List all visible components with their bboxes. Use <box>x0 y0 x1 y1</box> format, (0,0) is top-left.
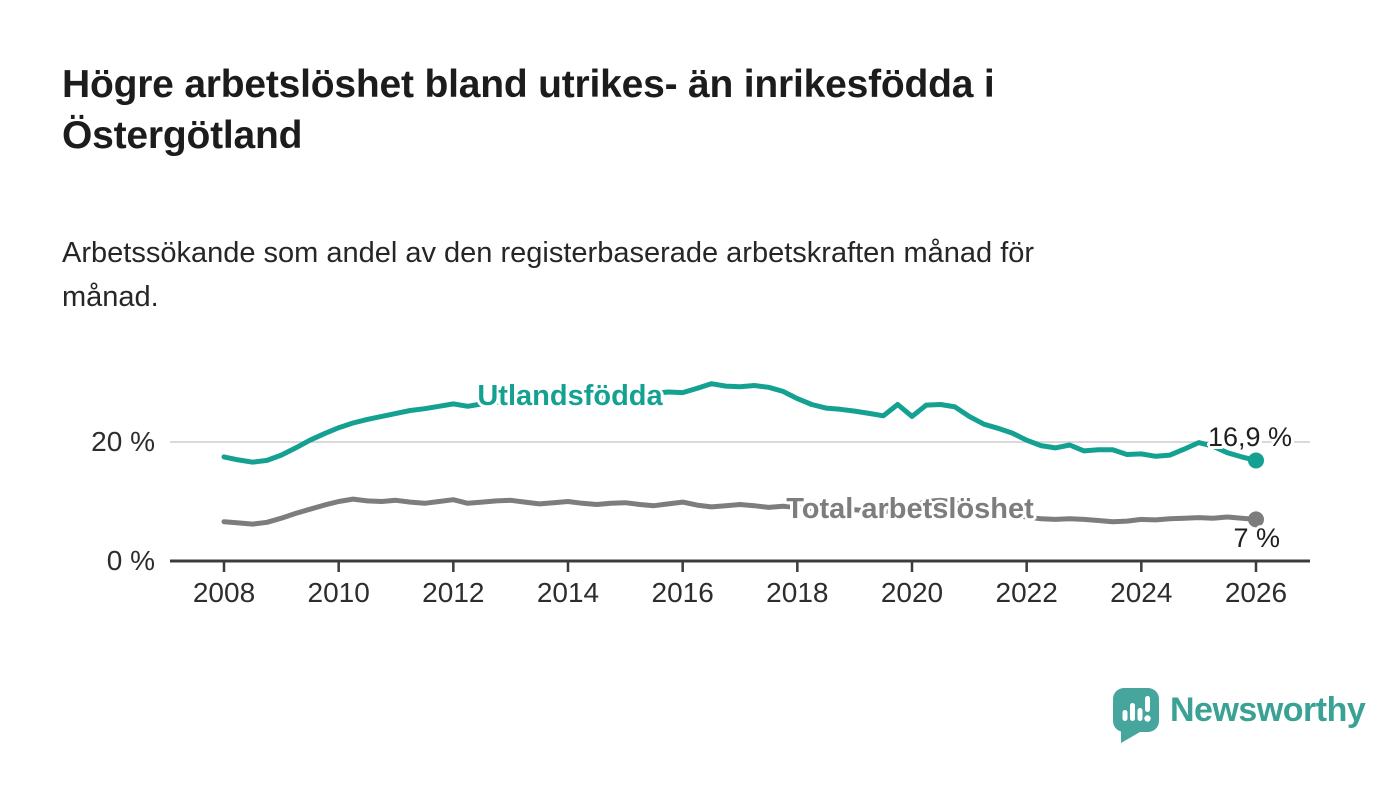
end-dot-total-arbetsloshet <box>1247 511 1264 528</box>
end-value-label-utlandsfodda: 16,9 % <box>1207 422 1292 452</box>
x-tick-label: 2026 <box>1224 577 1288 608</box>
x-tick-label: 2010 <box>307 577 370 608</box>
x-tick-label: 2008 <box>192 577 256 608</box>
line-total-arbetsloshet <box>221 496 1259 527</box>
series-label-utlandsfodda: Utlandsfödda <box>477 380 663 412</box>
chart-subtitle: Arbetssökande som andel av den registerb… <box>62 237 1035 313</box>
end-dot-utlandsfodda <box>1247 452 1264 469</box>
x-tick-label: 2012 <box>422 577 485 608</box>
end-value-label-total-arbetsloshet: 7 % <box>1233 523 1280 553</box>
chart-title: Högre arbetslöshet bland utrikes- än inr… <box>62 63 995 157</box>
x-axis-tickmarks <box>222 561 1258 572</box>
x-tick-label: 2014 <box>536 577 600 608</box>
y-tick-label-0: 0 % <box>106 545 155 576</box>
newsworthy-bar-chart-speech-bubble-icon <box>1113 688 1159 743</box>
newsworthy-wordmark: Newsworthy <box>1170 691 1366 729</box>
line-utlandsfodda <box>221 381 1259 465</box>
x-tick-label: 2020 <box>880 577 944 608</box>
x-tick-label: 2016 <box>651 577 714 608</box>
x-tick-label: 2024 <box>1110 577 1173 608</box>
y-tick-label-20: 20 % <box>91 426 155 457</box>
x-tick-label: 2018 <box>766 577 829 608</box>
series-label-total-arbetsloshet: Total arbetslöshet <box>786 493 1034 525</box>
x-tick-label: 2022 <box>995 577 1058 608</box>
